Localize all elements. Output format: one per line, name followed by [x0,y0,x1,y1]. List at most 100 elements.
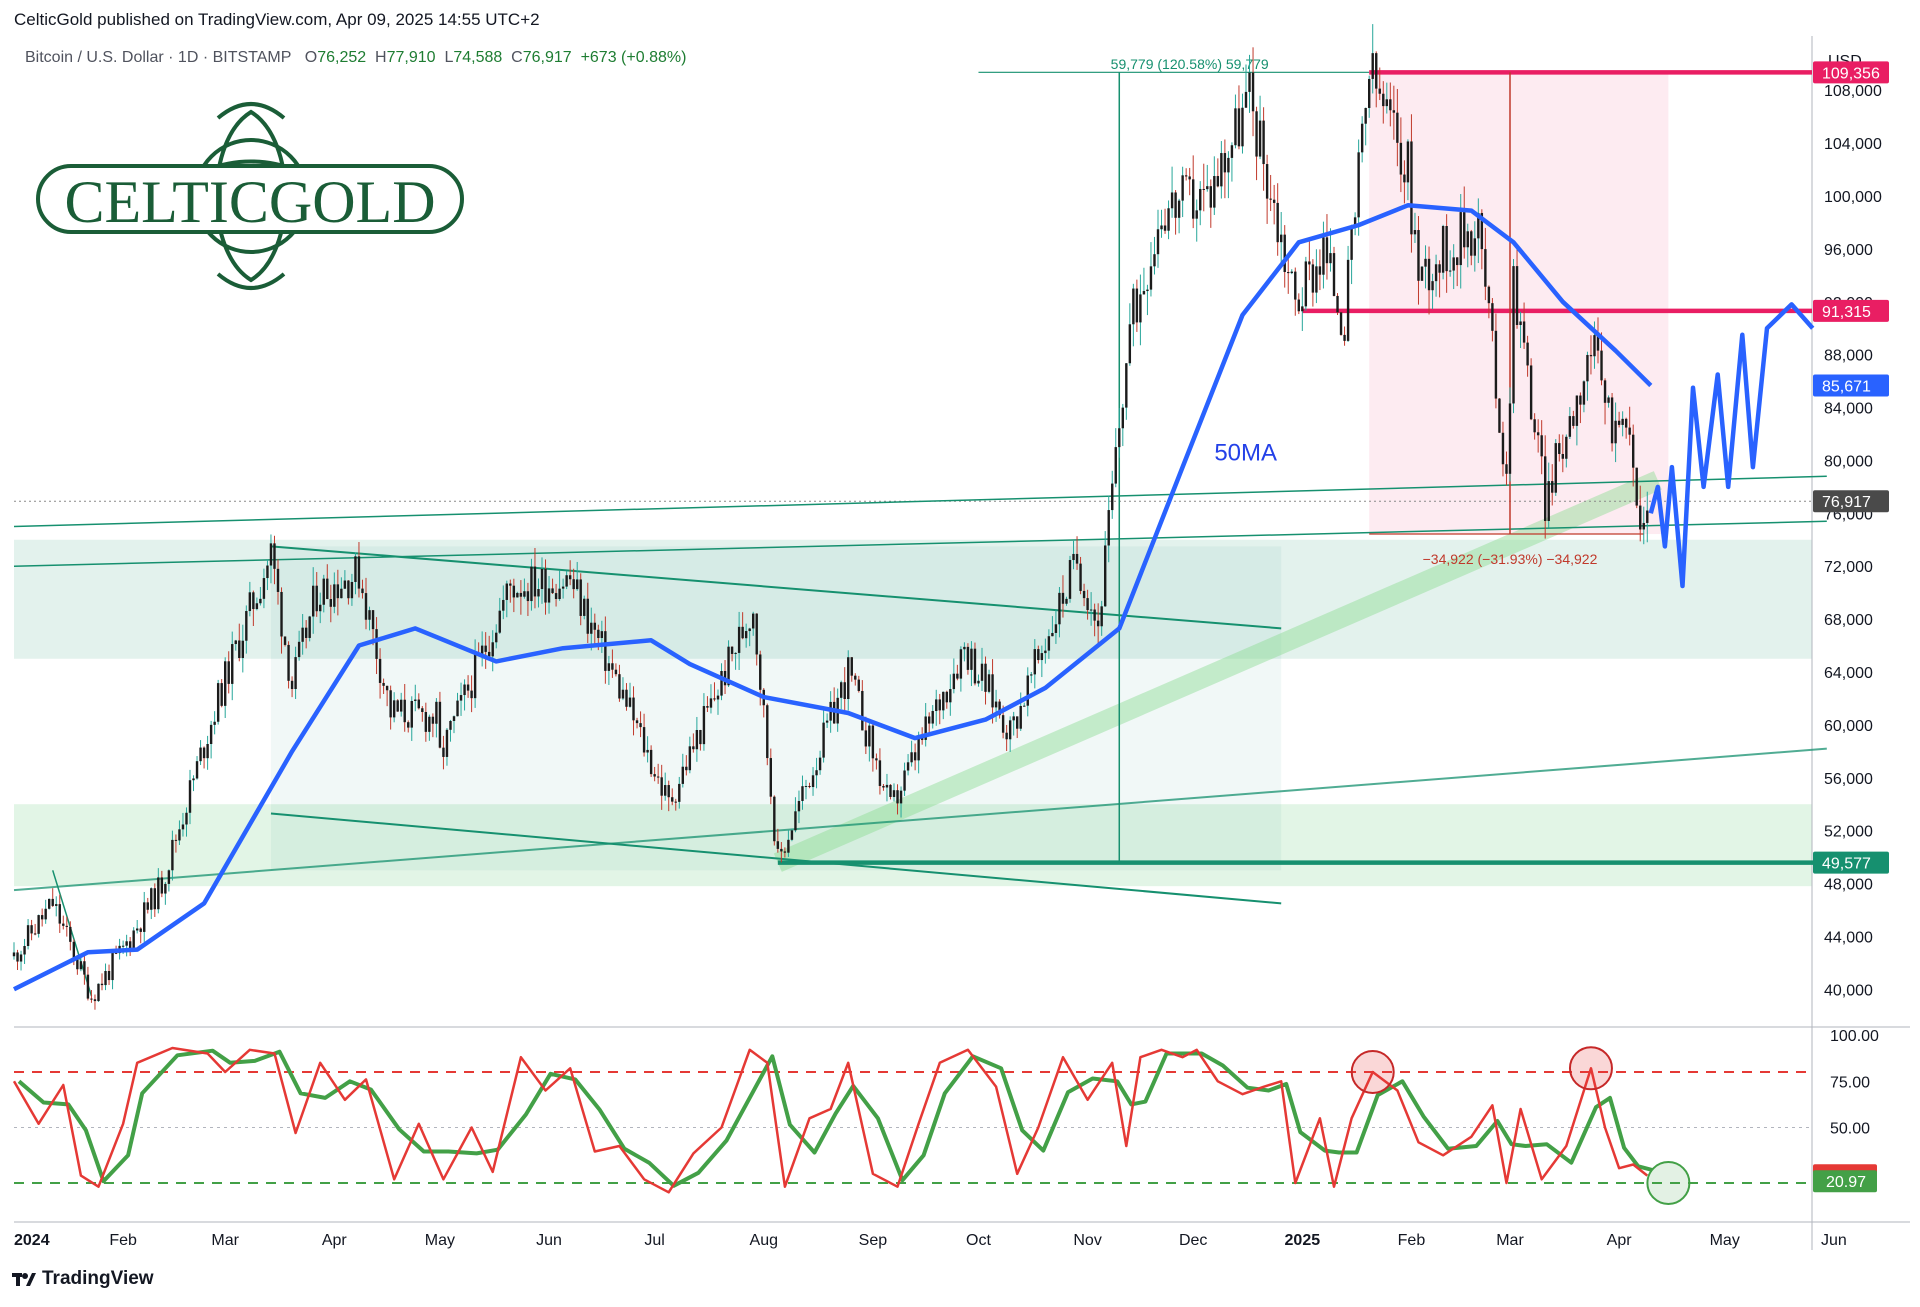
candle-body [604,631,607,671]
price-tick-label: 56,000 [1824,771,1873,788]
candle-body [674,801,677,803]
candle-body [783,851,787,853]
candle-body [586,598,589,634]
candle-body [625,689,628,707]
candle-body [1420,266,1424,281]
candle-body [734,652,737,654]
candle-body [1153,254,1156,267]
candle-body [224,661,227,706]
candle-body [1142,291,1146,295]
open-label: O [304,49,318,66]
candle-body [1357,152,1360,218]
candle-body [1339,312,1343,335]
candle-body [910,752,913,763]
candle-body [980,663,984,681]
symbol-legend: Bitcoin / U.S. Dollar · 1D · BITSTAMP O7… [25,49,686,67]
candle-body [1170,192,1174,209]
candle-body [368,610,371,620]
candle-body [1213,176,1216,208]
candle-body [1364,107,1367,124]
candle-body [107,970,111,981]
candle-body [287,644,290,681]
candle-body [656,776,660,778]
candle-body [114,952,118,954]
candle-body [1603,380,1607,403]
candle-body [438,701,442,748]
candle-body [65,925,68,927]
candle-body [421,708,424,713]
candle-body [1332,253,1336,296]
candle-body [167,870,171,884]
trendlines-layer: 59,779 (120.58%) 59,779 −34,922 (−31.93%)… [13,56,1827,997]
candle-body [354,556,357,582]
candle-body [1121,407,1124,429]
candle-body [445,729,449,757]
candle-body [23,946,26,955]
candle-body [1118,428,1121,448]
candle-body [51,898,54,906]
drawdown-zone [1369,72,1669,535]
candle-body [16,952,19,962]
candle-body [1308,261,1311,265]
candle-body [1456,257,1459,266]
candle-body [1023,705,1026,707]
candle-body [526,591,530,602]
candle-body [928,716,931,724]
candle-body [1297,299,1300,312]
candle-body [681,766,684,784]
candle-body [495,632,498,643]
candle-body [1026,675,1029,706]
date-tick-label: May [425,1232,455,1249]
level-tag [1813,490,1889,513]
candle-body [1438,264,1441,273]
level-tag [1813,851,1889,874]
date-tick-label: Jun [1821,1232,1847,1249]
candle-body [1452,257,1455,271]
level-tag-text: 109,356 [1822,65,1880,82]
candle-body [1177,200,1181,218]
candle-body [540,568,544,590]
candle-body [174,839,178,841]
candle-body [1111,483,1114,511]
candle-body [40,915,44,920]
ma-50-line [12,203,1653,992]
candle-body [188,780,192,813]
brand-text: TradingView [42,1268,154,1289]
candle-body [505,583,508,600]
candle-body [1061,592,1065,604]
candle-body [1325,237,1329,264]
early-flag-line [52,870,93,997]
date-tick-label: 2024 [14,1232,50,1249]
candle-body [825,720,829,723]
candle-body [635,720,639,724]
candle-body [269,543,273,566]
candle-body [364,593,368,620]
candle-body [994,701,998,708]
candle-body [1206,186,1209,190]
candle-body [171,839,174,871]
axes-layer: USD40,00044,00048,00052,00056,00060,0006… [14,53,1889,1249]
candle-body [1389,99,1392,111]
candle-body [1040,653,1044,661]
candle-body [1515,266,1519,325]
candle-body [350,581,354,599]
candle-body [1100,606,1103,627]
candle-body [452,716,456,721]
candle-body [913,752,917,761]
candle-body [896,790,899,804]
candle-body [741,626,744,639]
candle-body [213,721,216,725]
candle-body [1265,164,1269,199]
candle-body [790,830,794,840]
tradingview-brand: TradingView [12,1268,154,1290]
price-tick-label: 44,000 [1824,929,1873,946]
candle-body [1086,598,1089,611]
candle-body [509,583,512,586]
candle-body [1220,153,1223,187]
candle-body [1093,609,1096,621]
candle-body [273,543,276,569]
candle-body [1572,416,1575,426]
candle-body [181,824,185,830]
price-tick-label: 64,000 [1824,665,1873,682]
